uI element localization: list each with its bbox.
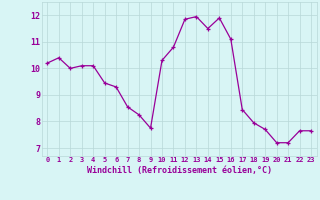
X-axis label: Windchill (Refroidissement éolien,°C): Windchill (Refroidissement éolien,°C) [87,166,272,175]
